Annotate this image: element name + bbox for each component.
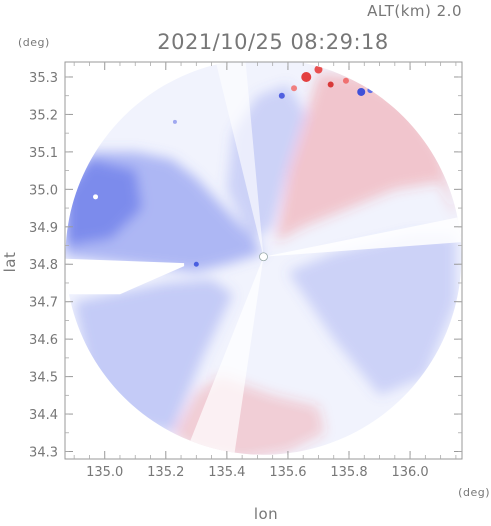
- x-tick-label: 135.2: [147, 465, 184, 480]
- altitude-label: ALT(km) 2.0: [367, 2, 462, 20]
- x-tick-label: 135.0: [86, 465, 123, 480]
- region-southeast-sector-blue: [287, 234, 456, 396]
- x-unit-label: (deg): [458, 486, 490, 499]
- echo-spot-2: [327, 81, 334, 88]
- x-tick-label: 135.8: [330, 465, 367, 480]
- x-axis-label: lon: [254, 505, 278, 521]
- y-axis-label: lat: [1, 252, 19, 273]
- radar-coverage: [65, 58, 462, 455]
- y-tick-label: 35.0: [29, 183, 58, 198]
- echo-spot-4: [342, 77, 349, 84]
- y-tick-label: 34.9: [29, 221, 58, 236]
- y-tick-label: 34.6: [29, 333, 58, 348]
- echo-spot-5: [278, 92, 285, 99]
- echo-spot-9: [93, 194, 99, 200]
- y-tick-label: 35.3: [29, 71, 58, 86]
- radar-site-marker: [259, 252, 268, 262]
- x-tick-label: 136.0: [391, 465, 428, 480]
- echo-spot-0: [301, 71, 312, 82]
- y-tick-labels: 34.3 34.4 34.5 34.6 34.7 34.8 34.9 35.0 35.1 35.2…: [29, 71, 58, 461]
- y-tick-label: 34.8: [29, 258, 58, 273]
- x-tick-label: 135.4: [208, 465, 245, 480]
- echo-spot-8: [193, 261, 199, 267]
- x-tick-label: 135.6: [269, 465, 306, 480]
- echo-spot-10: [172, 119, 177, 124]
- east-clear-lane: [263, 215, 462, 257]
- axis-ticks: [65, 62, 462, 459]
- echo-features: [65, 58, 462, 455]
- y-tick-label: 34.4: [29, 408, 58, 423]
- y-tick-label: 34.5: [29, 371, 58, 386]
- y-tick-label: 34.3: [29, 446, 58, 461]
- south-clear-lane: [181, 256, 264, 455]
- north-clear-lane: [214, 58, 264, 257]
- y-unit-label: (deg): [18, 36, 50, 49]
- y-tick-label: 35.2: [29, 108, 58, 123]
- echo-spot-6: [357, 87, 366, 96]
- echo-spot-1: [314, 65, 323, 74]
- y-tick-label: 35.1: [29, 146, 58, 161]
- x-tick-labels: 135.0 135.2 135.4 135.6 135.8 136.0: [86, 465, 429, 480]
- region-west-core-blue: [65, 159, 142, 246]
- echo-spot-7: [367, 87, 374, 94]
- echo-spot-3: [291, 85, 298, 92]
- plot-frame: [64, 61, 463, 460]
- y-tick-label: 34.7: [29, 296, 58, 311]
- chart-title-datetime: 2021/10/25 08:29:18: [157, 30, 389, 54]
- west-blank-wedge: [65, 258, 185, 295]
